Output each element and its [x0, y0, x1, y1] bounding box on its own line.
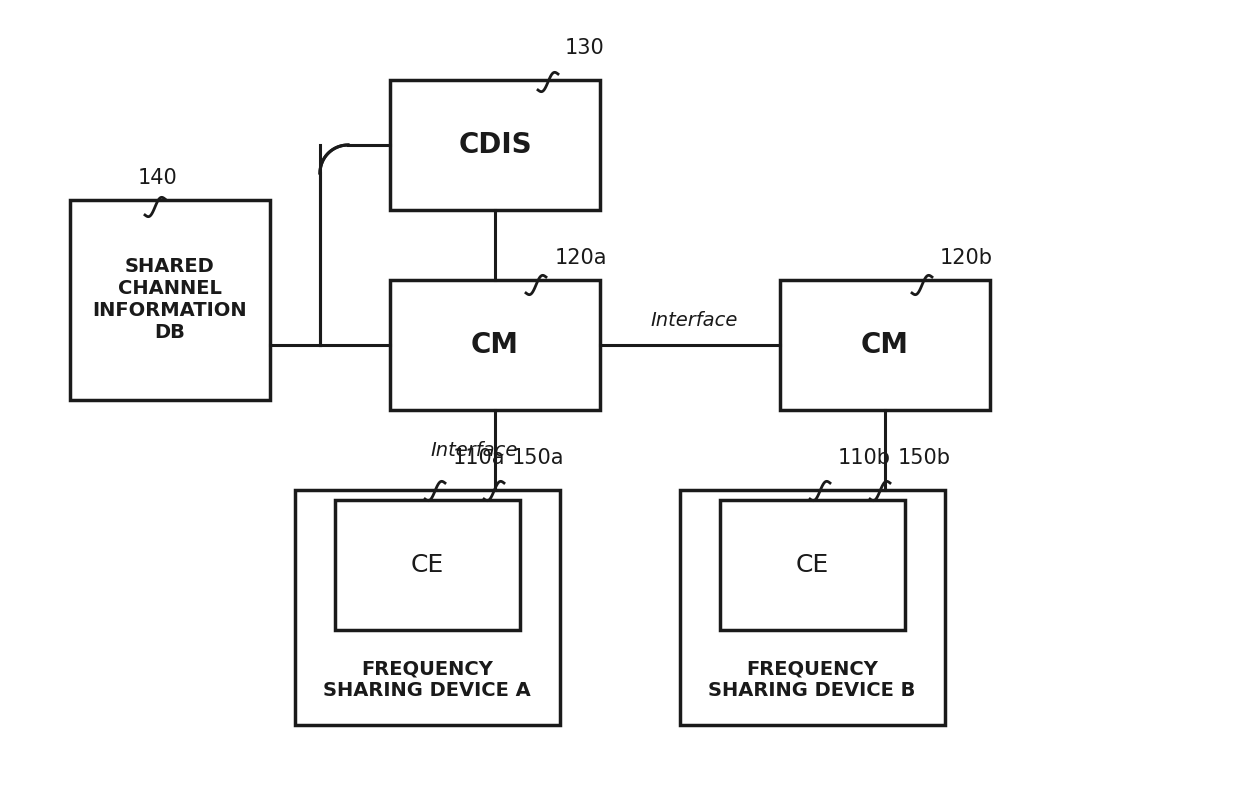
Text: 130: 130: [565, 38, 605, 58]
Bar: [720, 500, 905, 630]
Text: 120a: 120a: [556, 248, 608, 268]
Bar: [335, 500, 520, 630]
Text: 150b: 150b: [898, 448, 951, 468]
Text: 150a: 150a: [512, 448, 564, 468]
Text: Interface: Interface: [430, 441, 517, 460]
Text: CE: CE: [796, 553, 830, 577]
Bar: [295, 490, 560, 725]
Text: CM: CM: [471, 331, 520, 359]
Text: 140: 140: [138, 168, 177, 188]
Text: Interface: Interface: [650, 311, 738, 330]
Text: 120b: 120b: [940, 248, 993, 268]
Text: 110b: 110b: [838, 448, 892, 468]
Text: SHARED
CHANNEL
INFORMATION
DB: SHARED CHANNEL INFORMATION DB: [93, 257, 247, 343]
Text: FREQUENCY
SHARING DEVICE A: FREQUENCY SHARING DEVICE A: [324, 659, 531, 701]
Bar: [780, 280, 990, 410]
Bar: [391, 80, 600, 210]
Bar: [391, 280, 600, 410]
Text: CE: CE: [410, 553, 444, 577]
Bar: [680, 490, 945, 725]
Text: CM: CM: [861, 331, 909, 359]
Text: 110a: 110a: [453, 448, 506, 468]
Text: FREQUENCY
SHARING DEVICE B: FREQUENCY SHARING DEVICE B: [708, 659, 915, 701]
Text: CDIS: CDIS: [459, 131, 532, 159]
Bar: [69, 200, 270, 400]
